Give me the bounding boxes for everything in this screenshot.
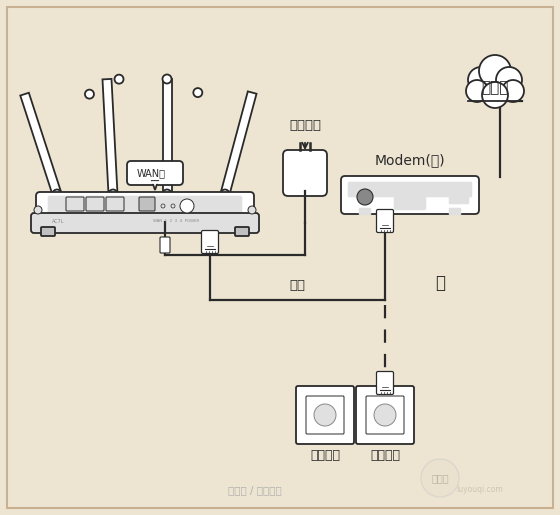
Circle shape <box>374 404 396 426</box>
Circle shape <box>193 88 202 97</box>
Text: 接通电源: 接通电源 <box>289 119 321 132</box>
Circle shape <box>421 459 459 497</box>
FancyBboxPatch shape <box>106 197 124 211</box>
FancyBboxPatch shape <box>376 210 394 232</box>
FancyBboxPatch shape <box>66 197 84 211</box>
Text: 宽带网口: 宽带网口 <box>370 449 400 462</box>
FancyBboxPatch shape <box>348 182 472 197</box>
FancyBboxPatch shape <box>235 227 249 236</box>
Text: Modem(猫): Modem(猫) <box>375 153 445 167</box>
Circle shape <box>502 80 524 102</box>
Circle shape <box>466 80 488 102</box>
Circle shape <box>180 199 194 213</box>
Polygon shape <box>102 79 118 194</box>
FancyBboxPatch shape <box>127 161 183 185</box>
FancyBboxPatch shape <box>202 231 218 253</box>
Circle shape <box>479 55 511 87</box>
FancyBboxPatch shape <box>449 188 469 204</box>
Circle shape <box>53 190 62 198</box>
Text: 头条号 / 态度科技: 头条号 / 态度科技 <box>228 485 282 495</box>
Circle shape <box>162 190 171 198</box>
Text: WAN口: WAN口 <box>137 168 166 178</box>
FancyBboxPatch shape <box>341 176 479 214</box>
FancyBboxPatch shape <box>359 208 371 215</box>
Circle shape <box>85 90 94 99</box>
FancyBboxPatch shape <box>449 208 461 215</box>
Text: 互联网: 互联网 <box>481 80 508 95</box>
FancyBboxPatch shape <box>139 197 155 211</box>
FancyBboxPatch shape <box>306 396 344 434</box>
Circle shape <box>314 404 336 426</box>
FancyBboxPatch shape <box>160 237 170 253</box>
Circle shape <box>109 190 118 198</box>
Circle shape <box>468 67 494 93</box>
Circle shape <box>248 206 256 214</box>
Circle shape <box>171 204 175 208</box>
Text: 或: 或 <box>435 274 445 292</box>
Circle shape <box>496 67 522 93</box>
Polygon shape <box>221 92 256 195</box>
Circle shape <box>482 82 508 108</box>
Circle shape <box>357 189 373 205</box>
FancyBboxPatch shape <box>376 371 394 394</box>
FancyBboxPatch shape <box>41 227 55 236</box>
FancyBboxPatch shape <box>36 192 254 224</box>
FancyBboxPatch shape <box>394 188 426 210</box>
FancyBboxPatch shape <box>467 80 523 102</box>
FancyBboxPatch shape <box>31 213 259 233</box>
FancyBboxPatch shape <box>48 196 242 216</box>
Text: 宽带网口: 宽带网口 <box>310 449 340 462</box>
Text: AC7L: AC7L <box>52 219 64 224</box>
Polygon shape <box>152 181 158 190</box>
FancyBboxPatch shape <box>283 150 327 196</box>
Circle shape <box>34 206 42 214</box>
FancyBboxPatch shape <box>366 396 404 434</box>
FancyBboxPatch shape <box>86 197 104 211</box>
Text: WAN  1  2  3  4  POWER: WAN 1 2 3 4 POWER <box>153 219 199 223</box>
Text: 网线: 网线 <box>289 279 305 292</box>
FancyBboxPatch shape <box>296 386 354 444</box>
Text: 路由器: 路由器 <box>431 473 449 483</box>
Text: luyouqi.com: luyouqi.com <box>456 486 503 494</box>
Circle shape <box>114 75 124 83</box>
Circle shape <box>221 190 230 198</box>
Polygon shape <box>20 93 61 195</box>
FancyBboxPatch shape <box>356 386 414 444</box>
Circle shape <box>162 75 171 83</box>
Circle shape <box>161 204 165 208</box>
Polygon shape <box>162 79 171 194</box>
